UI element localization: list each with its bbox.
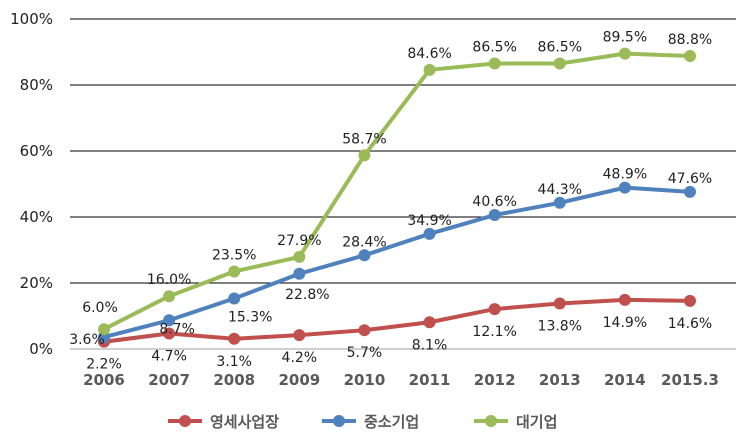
data-point [228, 292, 241, 305]
legend-swatch-marker [485, 415, 497, 427]
data-label: 22.8% [285, 287, 329, 303]
y-axis-ticks: 0% 20% 40% 60% 80% 100% [10, 10, 53, 358]
data-point [618, 47, 631, 60]
data-point [618, 293, 631, 306]
x-tick-label: 2009 [278, 371, 320, 389]
data-label: 12.1% [472, 324, 516, 340]
x-tick-label: 2015.3 [661, 371, 719, 389]
y-tick-label: 40% [20, 208, 53, 226]
data-point [553, 196, 566, 209]
data-label: 34.9% [407, 213, 451, 229]
y-tick-label: 60% [20, 142, 53, 160]
data-label: 8.1% [412, 337, 448, 353]
data-point [618, 181, 631, 194]
data-point [293, 329, 306, 342]
data-label: 4.7% [151, 348, 187, 364]
y-tick-label: 0% [29, 340, 53, 358]
data-label: 8.7% [159, 321, 195, 337]
data-label: 40.6% [472, 194, 516, 210]
data-point [163, 314, 176, 327]
legend-swatch-marker [333, 415, 345, 427]
data-point [358, 324, 371, 337]
data-point [163, 327, 176, 340]
x-tick-label: 2008 [213, 371, 255, 389]
data-label: 48.9% [603, 167, 647, 183]
x-axis-ticks: 2006 2007 2008 2009 2010 2011 2012 2013 2014 2015… [83, 371, 719, 389]
x-tick-label: 2006 [83, 371, 125, 389]
series-line-0 [102, 297, 692, 344]
series-lines [98, 47, 696, 348]
data-label: 47.6% [668, 171, 712, 187]
x-tick-label: 2010 [344, 371, 386, 389]
x-tick-label: 2012 [474, 371, 516, 389]
data-label: 6.0% [82, 300, 118, 316]
data-point [228, 332, 241, 345]
data-label: 2.2% [86, 357, 122, 373]
y-tick-label: 20% [20, 274, 53, 292]
gridlines [70, 18, 736, 350]
data-label: 13.8% [538, 318, 582, 334]
data-label: 3.1% [216, 354, 252, 370]
data-point [488, 57, 501, 70]
y-tick-label: 100% [10, 10, 53, 28]
legend: 영세사업장 중소기업 대기업 [168, 413, 557, 431]
data-point [423, 227, 436, 240]
data-label: 86.5% [538, 40, 582, 56]
data-point [553, 297, 566, 310]
x-tick-label: 2014 [604, 371, 646, 389]
y-tick-label: 80% [20, 76, 53, 94]
data-label: 14.6% [668, 316, 712, 332]
data-label: 88.8% [668, 32, 712, 48]
data-label: 86.5% [472, 40, 516, 56]
x-tick-label: 2013 [539, 371, 581, 389]
data-point [98, 323, 110, 336]
data-point [358, 149, 371, 162]
data-point [228, 265, 241, 278]
data-point [293, 250, 306, 263]
x-tick-label: 2007 [148, 371, 190, 389]
data-point [684, 49, 696, 62]
data-point [488, 209, 501, 222]
legend-label: 대기업 [516, 413, 557, 431]
data-point [358, 249, 371, 262]
data-point [293, 267, 306, 280]
data-label: 58.7% [342, 131, 386, 147]
data-point [684, 294, 696, 307]
series-line-1 [102, 185, 692, 340]
data-point [553, 57, 566, 70]
legend-label: 영세사업장 [210, 413, 279, 431]
data-label: 15.3% [228, 310, 272, 326]
data-label: 16.0% [147, 272, 191, 288]
data-label: 4.2% [282, 350, 318, 366]
x-tick-label: 2011 [409, 371, 451, 389]
series-line-2 [102, 51, 692, 332]
data-point [488, 303, 501, 316]
data-label: 28.4% [342, 234, 386, 250]
data-label: 23.5% [212, 247, 256, 263]
data-label: 27.9% [277, 233, 321, 249]
data-label: 3.6% [69, 332, 105, 348]
data-labels: 2.2% 4.7% 3.1% 4.2% 5.7% 8.1% 12.1% 13.8% 14.9% 1… [69, 30, 712, 373]
data-point [163, 290, 176, 303]
legend-swatch-marker [179, 415, 191, 427]
data-point [423, 316, 436, 329]
data-point [684, 185, 696, 198]
data-label: 84.6% [407, 46, 451, 62]
data-label: 89.5% [603, 30, 647, 46]
data-label: 5.7% [347, 345, 383, 361]
data-label: 14.9% [603, 315, 647, 331]
data-label: 44.3% [538, 182, 582, 198]
legend-label: 중소기업 [364, 413, 419, 431]
data-point [423, 63, 436, 76]
